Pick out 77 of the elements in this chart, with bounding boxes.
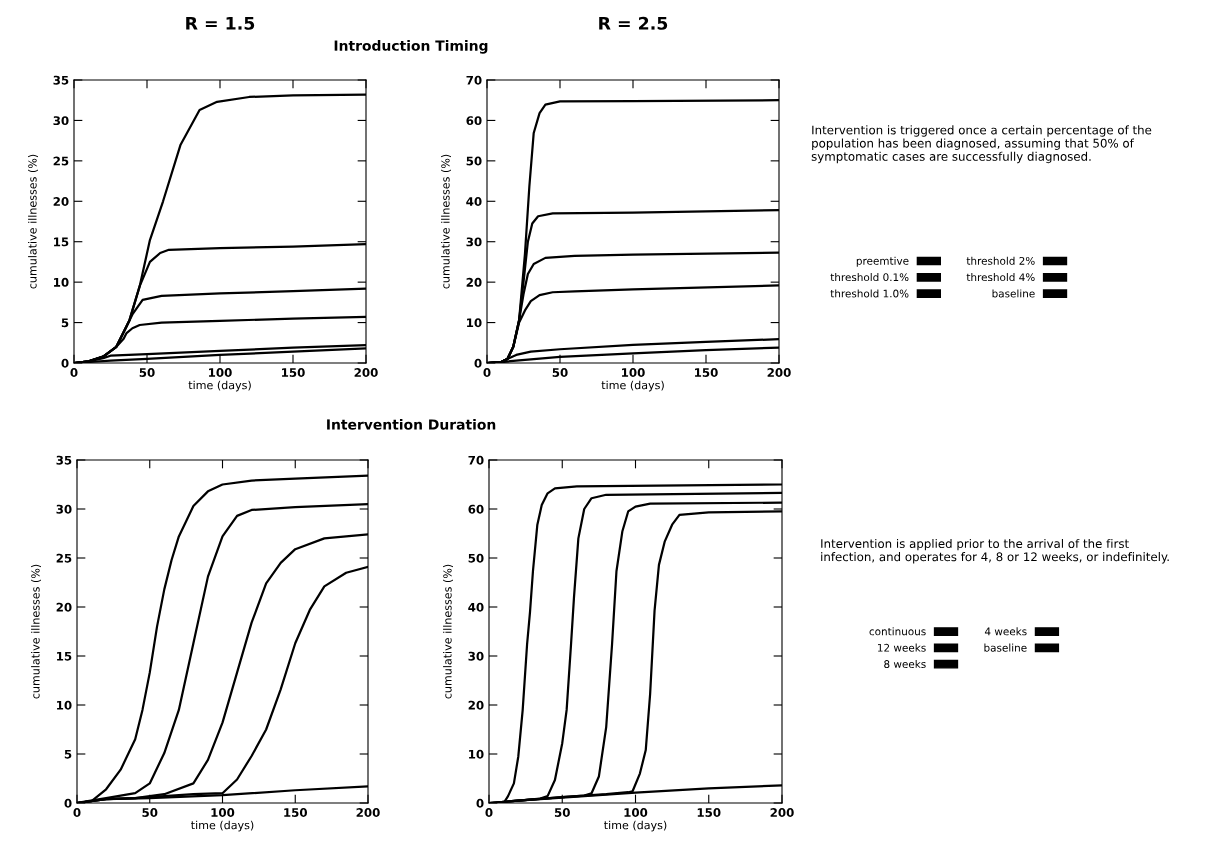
y-axis-title: cumulative illnesses (%) bbox=[31, 564, 41, 699]
legend-label: baseline bbox=[992, 289, 1035, 298]
y-tick-label: 20 bbox=[466, 277, 482, 287]
y-tick-label: 40 bbox=[468, 602, 484, 612]
legend-label: 4 weeks bbox=[984, 627, 1027, 636]
y-tick-label: 35 bbox=[56, 455, 72, 465]
y-tick-label: 5 bbox=[64, 749, 72, 759]
y-tick-label: 50 bbox=[468, 553, 484, 563]
x-tick-label: 200 bbox=[767, 368, 791, 377]
y-tick-label: 40 bbox=[466, 197, 482, 206]
y-tick-label: 0 bbox=[64, 798, 72, 808]
y-tick-label: 5 bbox=[61, 318, 69, 328]
text: Intervention is triggered once a certain percentage of the population has been diagnosed, assuming that 50% of symptomatic cases are successfully diagnosed. bbox=[811, 125, 1152, 164]
y-tick-label: 25 bbox=[53, 156, 69, 166]
x-axis-title: time (days) bbox=[188, 380, 251, 392]
y-tick-label: 15 bbox=[57, 651, 72, 661]
y-tick-label: 20 bbox=[468, 700, 484, 710]
y-tick-label: 25 bbox=[56, 553, 72, 563]
legend-label: threshold 4% bbox=[966, 273, 1035, 282]
x-tick-label: 100 bbox=[209, 368, 232, 377]
y-tick-label: 0 bbox=[61, 358, 69, 368]
legend-label: 8 weeks bbox=[884, 659, 926, 668]
legend-label: threshold 0.1% bbox=[830, 273, 909, 282]
x-tick-label: 200 bbox=[356, 808, 380, 817]
y-tick-label: 30 bbox=[466, 237, 482, 247]
y-tick-label: 70 bbox=[468, 455, 484, 465]
text: Introduction Timing bbox=[334, 40, 488, 54]
y-axis-title: cumulative illnesses (%) bbox=[28, 154, 38, 289]
y-tick-label: 15 bbox=[54, 237, 69, 247]
y-tick-label: 30 bbox=[56, 504, 72, 514]
x-tick-label: 0 bbox=[73, 808, 81, 817]
x-tick-label: 100 bbox=[622, 368, 645, 377]
x-axis-title: time (days) bbox=[191, 820, 254, 832]
y-tick-label: 10 bbox=[54, 277, 69, 287]
y-tick-label: 60 bbox=[466, 116, 482, 126]
x-tick-label: 150 bbox=[697, 808, 721, 817]
x-tick-label: 150 bbox=[284, 808, 308, 817]
y-axis-title: cumulative illnesses (%) bbox=[443, 564, 453, 699]
x-tick-label: 200 bbox=[770, 808, 794, 817]
x-tick-label: 150 bbox=[282, 368, 305, 377]
x-tick-label: 150 bbox=[695, 368, 718, 377]
text: Intervention is applied prior to the arrival of the first infection, and operates for 4, 8 or 12 weeks, or indefinitely. bbox=[821, 538, 1169, 564]
legend-label: baseline bbox=[984, 643, 1027, 652]
x-tick-label: 200 bbox=[354, 368, 378, 377]
y-tick-label: 10 bbox=[469, 749, 484, 759]
x-tick-label: 100 bbox=[624, 808, 648, 817]
y-tick-label: 10 bbox=[57, 700, 72, 710]
chart-title: R = 2.5 bbox=[599, 16, 668, 30]
text: Intervention Duration bbox=[327, 418, 496, 430]
legend-label: preemtive bbox=[856, 256, 909, 267]
y-tick-label: 20 bbox=[53, 197, 69, 206]
y-tick-label: 0 bbox=[474, 358, 482, 368]
y-tick-label: 30 bbox=[53, 116, 69, 126]
y-tick-label: 50 bbox=[466, 156, 482, 166]
x-tick-label: 50 bbox=[139, 368, 155, 377]
x-axis-title: time (days) bbox=[604, 820, 667, 832]
y-tick-label: 60 bbox=[468, 504, 484, 514]
x-tick-label: 50 bbox=[142, 808, 158, 817]
x-tick-label: 50 bbox=[554, 808, 570, 817]
y-tick-label: 35 bbox=[53, 75, 69, 85]
legend-label: continuous bbox=[869, 627, 926, 636]
y-tick-label: 20 bbox=[56, 602, 72, 612]
y-tick-label: 70 bbox=[466, 75, 482, 85]
y-tick-label: 10 bbox=[467, 318, 482, 328]
legend-label: 12 weeks bbox=[878, 643, 926, 652]
x-tick-label: 0 bbox=[70, 368, 78, 377]
legend-label: threshold 2% bbox=[966, 256, 1035, 265]
x-tick-label: 50 bbox=[552, 368, 568, 377]
x-tick-label: 0 bbox=[483, 368, 491, 377]
x-tick-label: 0 bbox=[485, 808, 493, 817]
legend-label: threshold 1.0% bbox=[830, 289, 909, 298]
x-axis-title: time (days) bbox=[601, 380, 664, 392]
x-tick-label: 100 bbox=[211, 808, 235, 817]
y-tick-label: 0 bbox=[476, 798, 484, 808]
chart-title: R = 1.5 bbox=[186, 16, 255, 30]
y-axis-title: cumulative illnesses (%) bbox=[441, 154, 451, 289]
y-tick-label: 30 bbox=[468, 651, 484, 661]
